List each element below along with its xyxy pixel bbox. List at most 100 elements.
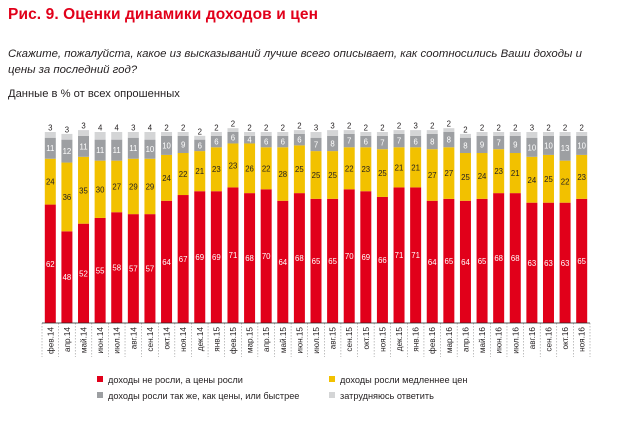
bar-segment bbox=[360, 132, 372, 136]
x-tick-label: ноя.15 bbox=[378, 327, 387, 352]
data-label: 8 bbox=[447, 136, 451, 145]
bar-segment bbox=[44, 158, 56, 205]
data-label: 64 bbox=[162, 258, 171, 267]
data-label: 57 bbox=[146, 265, 155, 274]
bar-segment bbox=[376, 196, 388, 323]
data-label: 23 bbox=[361, 165, 370, 174]
legend-item: доходы росли так же, как цены, или быстр… bbox=[97, 391, 299, 401]
x-tick-label: май.14 bbox=[80, 327, 89, 354]
data-label: 68 bbox=[245, 254, 254, 263]
bar-segment bbox=[542, 132, 554, 136]
bar-segment bbox=[210, 147, 222, 192]
data-label: 7 bbox=[496, 139, 500, 148]
data-label: 25 bbox=[544, 175, 553, 184]
bar-segment bbox=[61, 231, 73, 323]
bar-segment bbox=[78, 156, 90, 224]
bar-segment bbox=[177, 195, 189, 323]
legend-swatch bbox=[97, 376, 103, 382]
data-label: 9 bbox=[181, 140, 185, 149]
bar-segment bbox=[310, 132, 322, 138]
legend-swatch bbox=[329, 392, 335, 398]
bar-segment bbox=[127, 214, 139, 323]
data-label: 27 bbox=[445, 169, 454, 178]
bar-segment bbox=[177, 135, 189, 154]
bar-segment bbox=[244, 193, 256, 323]
data-label: 7 bbox=[397, 137, 401, 146]
data-label: 2 bbox=[364, 124, 368, 133]
data-label: 2 bbox=[281, 124, 285, 133]
bar-segment bbox=[293, 130, 305, 134]
data-label: 22 bbox=[262, 164, 271, 173]
data-label: 64 bbox=[428, 258, 437, 267]
x-tick-label: фев.14 bbox=[46, 327, 55, 354]
bar-segment bbox=[343, 189, 355, 323]
data-label: 24 bbox=[162, 174, 171, 183]
data-label: 2 bbox=[430, 122, 434, 131]
bar-segment bbox=[61, 133, 73, 140]
bar-segment bbox=[61, 139, 73, 163]
data-label: 23 bbox=[229, 161, 238, 170]
data-label: 67 bbox=[179, 255, 188, 264]
data-label: 10 bbox=[528, 143, 537, 152]
bar-segment bbox=[376, 149, 388, 197]
bar-segment bbox=[459, 137, 471, 154]
bar-segment bbox=[426, 130, 438, 134]
x-tick-label: авг.15 bbox=[329, 327, 338, 350]
data-label: 70 bbox=[345, 252, 354, 261]
bar-segment bbox=[493, 132, 505, 136]
x-tick-label: сен.15 bbox=[345, 327, 354, 352]
bar-segment bbox=[459, 133, 471, 138]
bar-segment bbox=[161, 154, 173, 201]
bar-segment bbox=[194, 139, 206, 152]
data-label: 11 bbox=[113, 146, 121, 155]
data-label: 2 bbox=[580, 124, 584, 133]
bar-segment bbox=[476, 198, 488, 323]
bar-segment bbox=[310, 137, 322, 152]
x-tick-label: фев.16 bbox=[428, 327, 437, 354]
data-label: 8 bbox=[430, 138, 434, 147]
data-label: 25 bbox=[461, 173, 470, 182]
bar-segment bbox=[493, 149, 505, 194]
bar-segment bbox=[244, 132, 256, 136]
data-label: 21 bbox=[395, 163, 404, 172]
bar-segment bbox=[327, 198, 339, 323]
bar-segment bbox=[61, 162, 73, 232]
bar-segment bbox=[94, 160, 106, 218]
bar-segment bbox=[327, 130, 339, 136]
data-label: 68 bbox=[494, 254, 503, 263]
data-label: 69 bbox=[195, 253, 204, 262]
data-label: 57 bbox=[129, 265, 138, 274]
bar-segment bbox=[410, 147, 422, 188]
data-label: 3 bbox=[131, 124, 135, 133]
data-label: 10 bbox=[146, 145, 155, 154]
data-label: 23 bbox=[212, 165, 221, 174]
bar-segment bbox=[559, 202, 571, 323]
data-label: 4 bbox=[148, 124, 153, 133]
data-label: 65 bbox=[478, 257, 487, 266]
data-label: 24 bbox=[528, 176, 537, 185]
legend-label: доходы росли медленнее цен bbox=[340, 375, 468, 385]
data-label: 6 bbox=[231, 134, 235, 143]
data-label: 65 bbox=[577, 257, 586, 266]
x-tick-label: мар.15 bbox=[246, 327, 255, 354]
bar-segment bbox=[542, 154, 554, 203]
data-label: 9 bbox=[480, 140, 484, 149]
bar-segment bbox=[393, 130, 405, 134]
x-tick-label: июн.15 bbox=[295, 327, 304, 354]
bar-segment bbox=[111, 139, 123, 161]
bar-segment bbox=[293, 145, 305, 194]
data-label: 2 bbox=[297, 122, 301, 131]
bar-segment bbox=[393, 133, 405, 148]
bar-segment bbox=[526, 156, 538, 203]
data-label: 62 bbox=[46, 260, 55, 269]
legend-item: доходы росли медленнее цен bbox=[329, 375, 467, 385]
bar-segment bbox=[144, 132, 156, 140]
x-tick-label: май.15 bbox=[279, 327, 288, 354]
bar-segment bbox=[393, 187, 405, 323]
bar-segment bbox=[94, 217, 106, 323]
bar-segment bbox=[576, 198, 588, 323]
data-label: 30 bbox=[96, 185, 105, 194]
bar-segment bbox=[227, 187, 239, 323]
bar-segment bbox=[393, 147, 405, 188]
data-label: 21 bbox=[411, 163, 420, 172]
